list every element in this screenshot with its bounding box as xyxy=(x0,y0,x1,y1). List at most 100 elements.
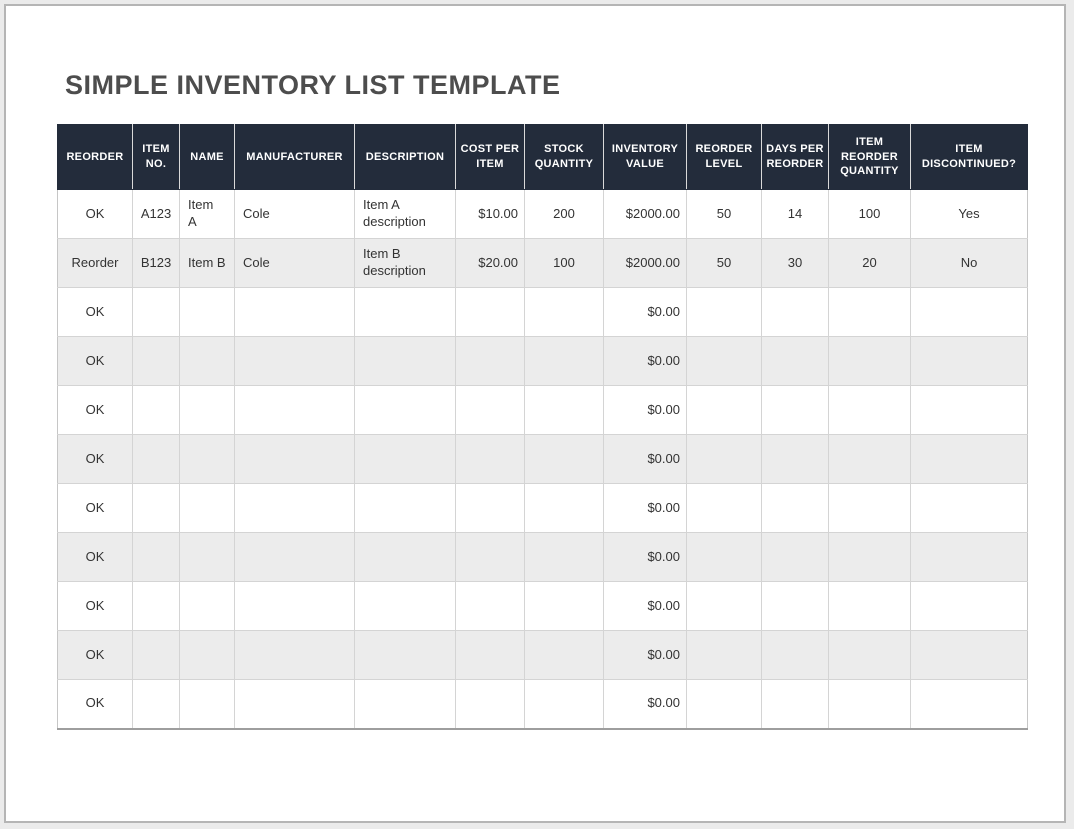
cell-days-per-reorder[interactable]: 30 xyxy=(761,238,829,288)
cell-item-no[interactable]: A123 xyxy=(132,189,180,239)
cell-description[interactable] xyxy=(354,385,456,435)
cell-stock-quantity[interactable] xyxy=(524,679,604,730)
cell-manufacturer[interactable]: Cole xyxy=(234,238,355,288)
cell-item-discontinued[interactable] xyxy=(910,581,1028,631)
cell-item-reorder-quantity[interactable]: 20 xyxy=(828,238,911,288)
cell-inventory-value[interactable]: $2000.00 xyxy=(603,189,687,239)
cell-reorder-status[interactable]: OK xyxy=(57,532,133,582)
cell-item-reorder-quantity[interactable] xyxy=(828,581,911,631)
cell-item-no[interactable] xyxy=(132,679,180,730)
cell-reorder-level[interactable] xyxy=(686,532,762,582)
cell-days-per-reorder[interactable] xyxy=(761,287,829,337)
cell-stock-quantity[interactable] xyxy=(524,287,604,337)
cell-item-reorder-quantity[interactable] xyxy=(828,483,911,533)
cell-manufacturer[interactable]: Cole xyxy=(234,189,355,239)
cell-days-per-reorder[interactable] xyxy=(761,679,829,730)
cell-reorder-level[interactable] xyxy=(686,434,762,484)
cell-inventory-value[interactable]: $0.00 xyxy=(603,483,687,533)
cell-item-discontinued[interactable] xyxy=(910,336,1028,386)
cell-item-no[interactable] xyxy=(132,581,180,631)
cell-name[interactable] xyxy=(179,385,235,435)
cell-name[interactable] xyxy=(179,679,235,730)
cell-days-per-reorder[interactable] xyxy=(761,434,829,484)
cell-name[interactable]: Item B xyxy=(179,238,235,288)
cell-cost-per-item[interactable]: $10.00 xyxy=(455,189,525,239)
cell-reorder-status[interactable]: OK xyxy=(57,189,133,239)
cell-item-no[interactable] xyxy=(132,483,180,533)
cell-item-no[interactable] xyxy=(132,434,180,484)
cell-inventory-value[interactable]: $0.00 xyxy=(603,385,687,435)
cell-reorder-level[interactable] xyxy=(686,581,762,631)
cell-reorder-status[interactable]: OK xyxy=(57,434,133,484)
cell-reorder-level[interactable] xyxy=(686,336,762,386)
cell-manufacturer[interactable] xyxy=(234,336,355,386)
cell-name[interactable] xyxy=(179,483,235,533)
cell-cost-per-item[interactable] xyxy=(455,434,525,484)
cell-name[interactable] xyxy=(179,630,235,680)
cell-description[interactable] xyxy=(354,679,456,730)
cell-cost-per-item[interactable] xyxy=(455,287,525,337)
cell-inventory-value[interactable]: $0.00 xyxy=(603,434,687,484)
cell-item-no[interactable] xyxy=(132,532,180,582)
cell-item-discontinued[interactable] xyxy=(910,630,1028,680)
cell-cost-per-item[interactable] xyxy=(455,581,525,631)
cell-days-per-reorder[interactable] xyxy=(761,532,829,582)
cell-reorder-status[interactable]: OK xyxy=(57,385,133,435)
cell-manufacturer[interactable] xyxy=(234,434,355,484)
cell-cost-per-item[interactable] xyxy=(455,385,525,435)
cell-item-discontinued[interactable] xyxy=(910,385,1028,435)
cell-description[interactable] xyxy=(354,434,456,484)
cell-description[interactable] xyxy=(354,630,456,680)
cell-reorder-level[interactable] xyxy=(686,287,762,337)
cell-description[interactable] xyxy=(354,532,456,582)
cell-description[interactable]: Item A description xyxy=(354,189,456,239)
cell-manufacturer[interactable] xyxy=(234,679,355,730)
cell-manufacturer[interactable] xyxy=(234,581,355,631)
cell-reorder-status[interactable]: OK xyxy=(57,336,133,386)
cell-reorder-level[interactable] xyxy=(686,385,762,435)
cell-item-reorder-quantity[interactable] xyxy=(828,385,911,435)
cell-inventory-value[interactable]: $2000.00 xyxy=(603,238,687,288)
cell-description[interactable] xyxy=(354,287,456,337)
cell-cost-per-item[interactable] xyxy=(455,483,525,533)
cell-inventory-value[interactable]: $0.00 xyxy=(603,630,687,680)
cell-item-discontinued[interactable] xyxy=(910,287,1028,337)
cell-name[interactable] xyxy=(179,434,235,484)
cell-reorder-status[interactable]: OK xyxy=(57,483,133,533)
cell-cost-per-item[interactable]: $20.00 xyxy=(455,238,525,288)
cell-reorder-level[interactable] xyxy=(686,679,762,730)
cell-cost-per-item[interactable] xyxy=(455,679,525,730)
cell-item-reorder-quantity[interactable]: 100 xyxy=(828,189,911,239)
cell-name[interactable] xyxy=(179,532,235,582)
cell-stock-quantity[interactable] xyxy=(524,581,604,631)
cell-item-no[interactable] xyxy=(132,630,180,680)
cell-cost-per-item[interactable] xyxy=(455,630,525,680)
cell-item-discontinued[interactable]: No xyxy=(910,238,1028,288)
cell-item-discontinued[interactable] xyxy=(910,532,1028,582)
cell-item-discontinued[interactable]: Yes xyxy=(910,189,1028,239)
cell-stock-quantity[interactable] xyxy=(524,630,604,680)
cell-item-no[interactable] xyxy=(132,287,180,337)
cell-days-per-reorder[interactable] xyxy=(761,483,829,533)
cell-item-reorder-quantity[interactable] xyxy=(828,532,911,582)
cell-item-reorder-quantity[interactable] xyxy=(828,630,911,680)
cell-inventory-value[interactable]: $0.00 xyxy=(603,679,687,730)
cell-reorder-status[interactable]: Reorder xyxy=(57,238,133,288)
cell-stock-quantity[interactable] xyxy=(524,385,604,435)
cell-name[interactable] xyxy=(179,287,235,337)
cell-description[interactable]: Item B description xyxy=(354,238,456,288)
cell-inventory-value[interactable]: $0.00 xyxy=(603,532,687,582)
cell-inventory-value[interactable]: $0.00 xyxy=(603,287,687,337)
cell-item-discontinued[interactable] xyxy=(910,434,1028,484)
cell-cost-per-item[interactable] xyxy=(455,336,525,386)
cell-reorder-status[interactable]: OK xyxy=(57,679,133,730)
cell-days-per-reorder[interactable] xyxy=(761,336,829,386)
cell-description[interactable] xyxy=(354,336,456,386)
cell-days-per-reorder[interactable]: 14 xyxy=(761,189,829,239)
cell-cost-per-item[interactable] xyxy=(455,532,525,582)
cell-item-no[interactable] xyxy=(132,336,180,386)
cell-stock-quantity[interactable] xyxy=(524,532,604,582)
cell-days-per-reorder[interactable] xyxy=(761,385,829,435)
cell-stock-quantity[interactable]: 200 xyxy=(524,189,604,239)
cell-days-per-reorder[interactable] xyxy=(761,630,829,680)
